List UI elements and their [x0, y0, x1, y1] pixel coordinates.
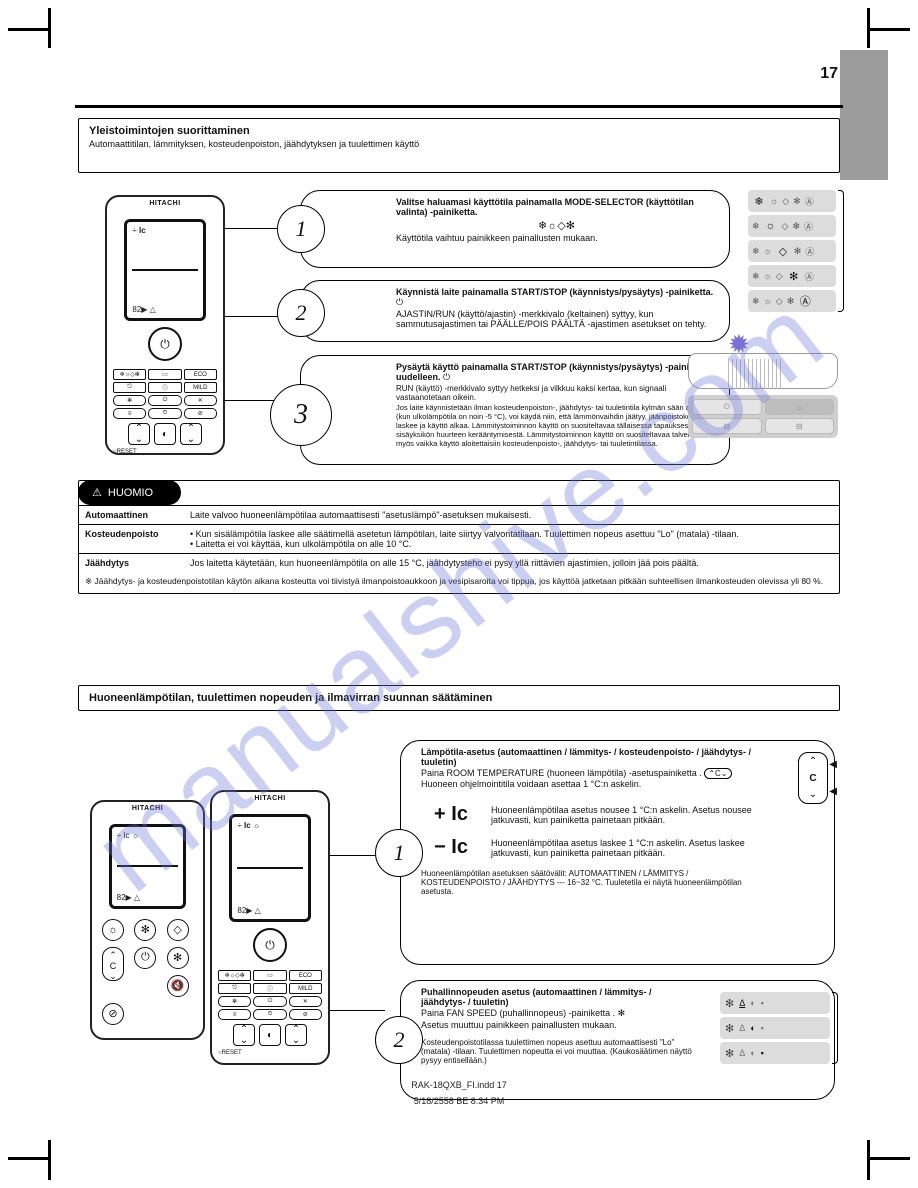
remote-screen-2: ÷ Ic ☼ 82▶ △ [109, 824, 187, 909]
fan-note: Kosteudenpoistotilassa tuulettimen nopeu… [421, 1038, 694, 1065]
remote-illustration-closed: HITACHI ÷ Ic ☼ 82▶ △ ⏻ ❄☼◇✻▭ECO ⎋ⓘMILD ✻… [210, 790, 330, 1065]
step-number-3: 3 [270, 384, 332, 446]
warning-box: ⚠HUOMIO Automaattinen Laite valvoo huone… [78, 480, 840, 594]
power-button-icon: ⏻ [148, 327, 182, 361]
connector-line [330, 1010, 385, 1011]
crop-mark [867, 8, 870, 48]
power-button-icon: ⏻ [253, 928, 287, 962]
crop-mark [867, 1140, 870, 1180]
reset-label: ○RESET [107, 447, 223, 457]
warn-r1-c1: Automaattinen [79, 506, 184, 524]
warn-r3-c2: Jos laitetta käytetään, kun huoneenlämpö… [184, 554, 839, 572]
section-title: Yleistoimintojen suorittaminen [89, 125, 829, 137]
section-subtitle: Automaattitilan, lämmityksen, kosteudenp… [89, 139, 829, 149]
warn-r2-c2: • Kun sisälämpötila laskee alle säätimel… [184, 525, 839, 553]
crop-mark [48, 8, 51, 48]
temp-line2: Paina ROOM TEMPERATURE (huoneen lämpötil… [421, 768, 769, 778]
mode-icon: ❄☼◇✻ [396, 219, 717, 232]
crop-mark [48, 1140, 51, 1180]
crop-mark [8, 28, 48, 31]
step2-title: Käynnistä laite painamalla START/STOP (k… [396, 287, 717, 308]
warn-r3-c1: Jäähdytys [79, 554, 184, 572]
fan-title: Puhallinnopeuden asetus (automaattinen /… [421, 987, 694, 1007]
crop-mark [8, 1157, 48, 1160]
warn-r2-c1: Kosteudenpoisto [79, 525, 184, 553]
crop-mark [870, 28, 910, 31]
step-bubble-1: 1 Valitse haluamasi käyttötila painamall… [300, 190, 730, 268]
mode-option-stack: ❄☼◇✻Ⓐ ❄☼◇✻Ⓐ ❄☼◇✻Ⓐ ❄☼◇✻Ⓐ ❄☼◇✻Ⓐ [748, 190, 836, 312]
remote-illustration: HITACHI ÷ Ic 82▶ △ ⏻ ❄☼◇✻▭ECO ⎋ⓘMILD ✻⏻✕… [105, 195, 225, 455]
step1-line2: Käyttötila vaihtuu painikkeen painallust… [396, 233, 717, 243]
warning-footnote: ※ Jäähdytys- ja kosteudenpoistotilan käy… [79, 572, 839, 587]
remote-screen-3: ÷ Ic ☼ 82▶ △ [229, 814, 310, 922]
beep-burst-icon: ✹ [728, 329, 750, 360]
divider [75, 105, 843, 108]
remote-brand: HITACHI [107, 200, 223, 207]
connector-line [225, 316, 285, 317]
temp-up-icon: + Ic [421, 803, 481, 826]
step2-line2: AJASTIN/RUN (käyttö/ajastin) -merkkivalo… [396, 309, 717, 329]
temp-up-text: Huoneenlämpötilaa asetus nousee 1 °C:n a… [491, 805, 769, 825]
warn-r1-c2: Laite valvoo huoneenlämpötilaa automaatt… [184, 506, 839, 524]
step3-title: Pysäytä käyttö painamalla START/STOP (kä… [396, 362, 717, 383]
temp-title: Lämpötila-asetus (automaattinen / lämmit… [421, 747, 769, 767]
temp-dn-icon: − Ic [421, 836, 481, 859]
remote-updown: ⌃⌄◐⌃⌄ [107, 421, 223, 447]
temp-footnote: Huoneenlämpötilan asetuksen säätövälit: … [421, 869, 769, 896]
step-bubble-3: 3 Pysäytä käyttö painamalla START/STOP (… [300, 355, 730, 465]
connector-line [225, 228, 285, 229]
footer-timestamp: 5/18/2558 BE 8:34 PM [0, 1096, 918, 1106]
step-number-2: 2 [277, 289, 325, 337]
fan-option-stack: ✻Δ◐▪ ✻Δ◐▪ ✻Δ◐▪ [720, 992, 830, 1064]
crop-mark [870, 1157, 910, 1160]
indoor-unit-illustration: ✹ ⏻ ☼ ⊟ ⊟ [688, 335, 848, 438]
step3-body2: Jos laite käynnistetään ilman kosteudenp… [396, 403, 717, 448]
temp-dn-text: Huoneenlämpötilaa asetus laskee 1 °C:n a… [491, 838, 769, 858]
fan-line3: Asetus muuttuu painikkeen painallusten m… [421, 1020, 694, 1030]
page-number: 17 [820, 65, 838, 83]
warning-label: ⚠HUOMIO [78, 480, 181, 505]
temp-line3: Huoneen ohjelmointitila voidaan asettaa … [421, 779, 769, 789]
fan-line2: Paina FAN SPEED (puhallinnopeus) -painik… [421, 1008, 694, 1019]
section-title-box: Yleistoimintojen suorittaminen Automaatt… [78, 118, 840, 173]
footer-filename: RAK-18QXB_FI.indd 17 [0, 1080, 918, 1090]
temp-setting-bubble: 1 Lämpötila-asetus (automaattinen / lämm… [400, 740, 835, 965]
temp-step-num: 1 [375, 829, 423, 877]
section2-title: Huoneenlämpötilan, tuulettimen nopeuden … [78, 685, 840, 711]
warning-icon: ⚠ [92, 486, 102, 499]
side-tab [840, 50, 888, 180]
step-number-1: 1 [277, 205, 325, 253]
remote-button-grid: ❄☼◇✻▭ECO ⎋ⓘMILD ✻⏻✕ ≡⏲⊘ [107, 367, 223, 421]
remote-screen: ÷ Ic 82▶ △ [124, 219, 205, 321]
fan-step-num: 2 [375, 1016, 423, 1064]
step1-title: Valitse haluamasi käyttötila painamalla … [396, 197, 717, 217]
temp-rocker-icon: ⌃C⌄ ◀ ◀ [798, 752, 828, 804]
step-bubble-2: 2 Käynnistä laite painamalla START/STOP … [300, 280, 730, 342]
remote-illustration-open: HITACHI ÷ Ic ☼ 82▶ △ ☼ ✻ ◇ ⌃C⌄ ⏻ ✻ 🔇 ⊘ [90, 800, 205, 1040]
step3-body1: RUN (käyttö) -merkkivalo syttyy hetkeksi… [396, 384, 717, 402]
